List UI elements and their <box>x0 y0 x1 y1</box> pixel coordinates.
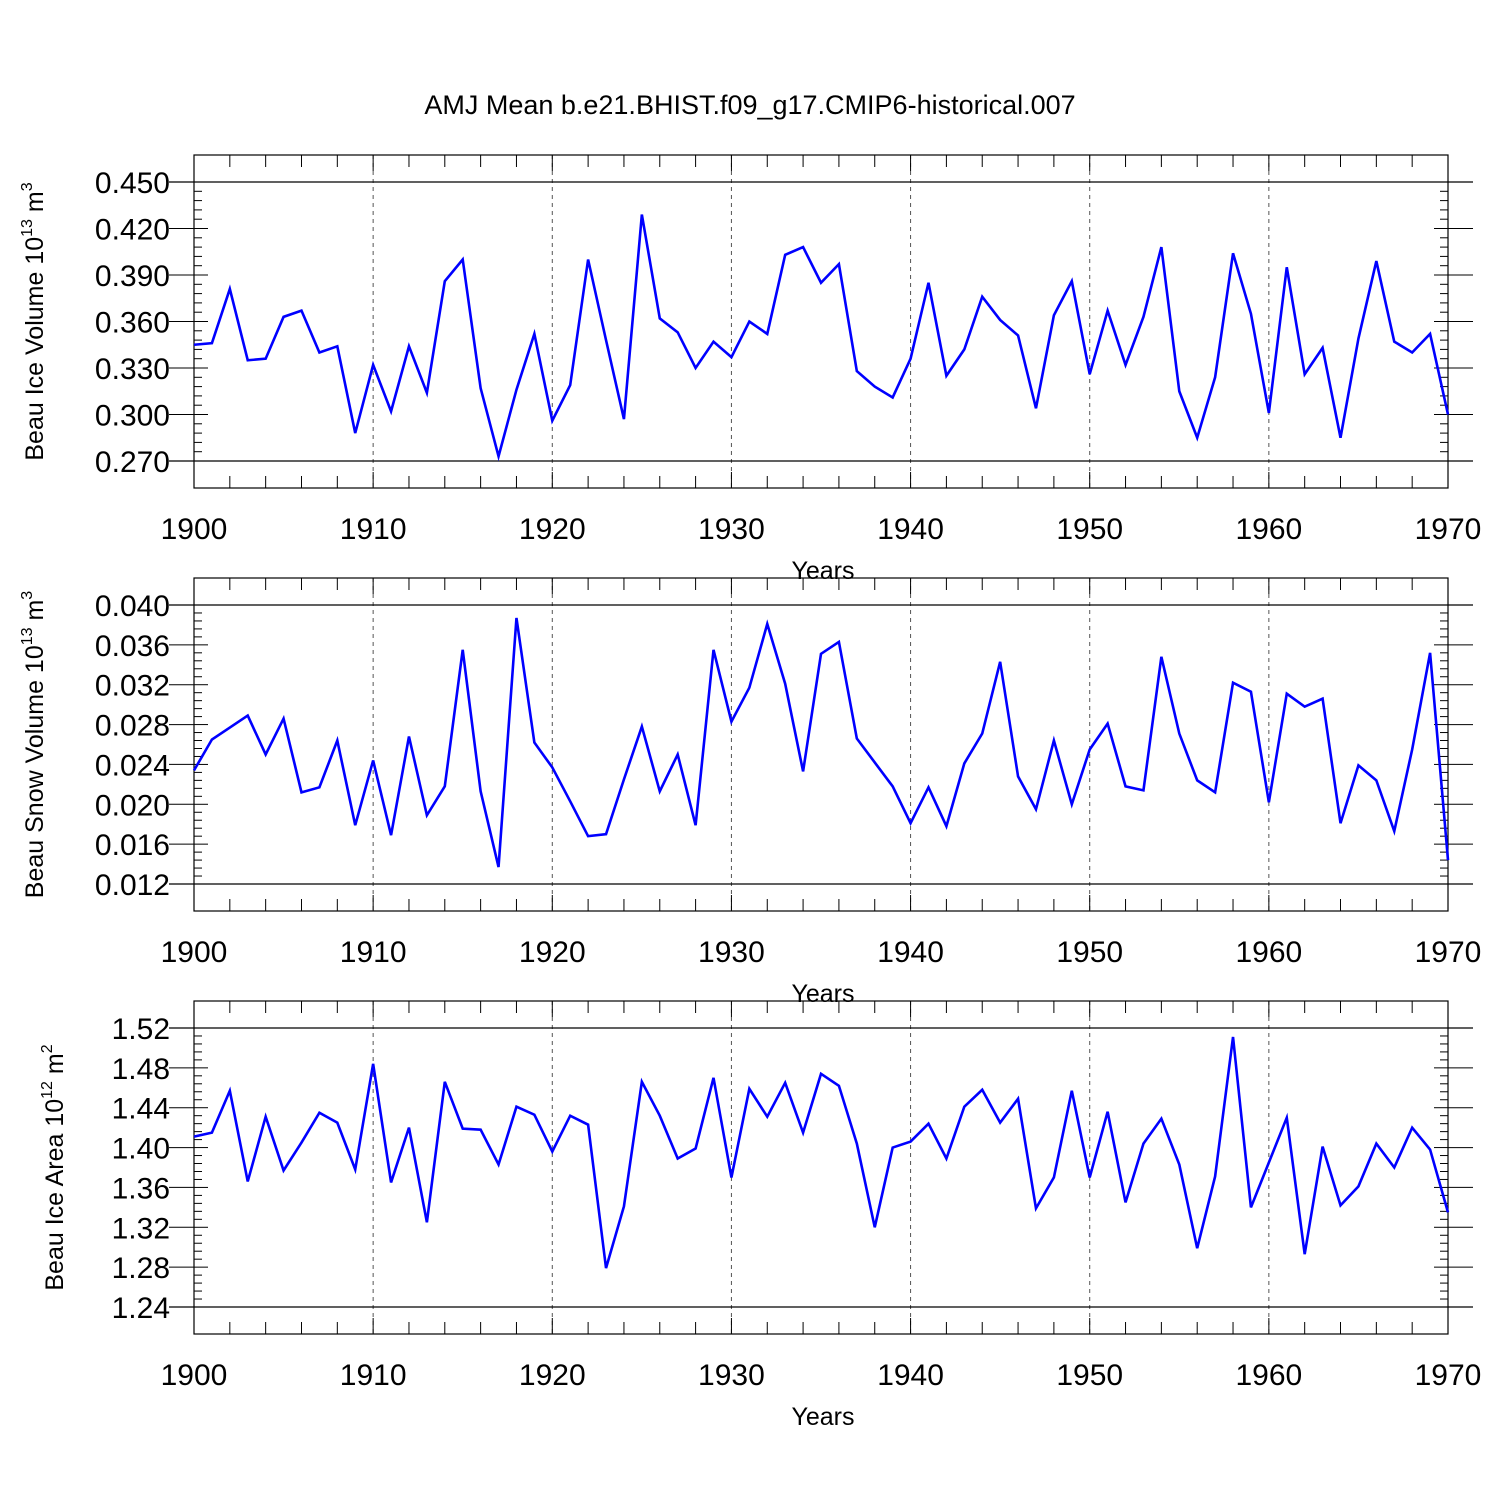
panel-2: 0.040 0.036 0.032 0.028 0.024 0.020 0.016 0.012… <box>19 577 1482 1008</box>
y-tick-label: 1.52 <box>112 1013 170 1046</box>
x-tick-label: 1960 <box>1235 936 1302 969</box>
plot-frame <box>193 154 1449 489</box>
y-tick-label: 0.032 <box>95 670 170 703</box>
y-tick-label: 0.028 <box>95 710 170 743</box>
x-axis-label: Years <box>791 1403 854 1431</box>
x-tick-label: 1920 <box>519 1359 586 1392</box>
x-tick-label: 1910 <box>340 936 407 969</box>
y-tick-label: 0.270 <box>95 446 170 479</box>
y-axis-label-unit: m <box>41 1053 69 1081</box>
x-tick-label: 1940 <box>877 936 944 969</box>
y-tick-label: 0.040 <box>95 590 170 623</box>
series-line <box>193 214 1450 462</box>
x-tick-label: 1940 <box>877 513 944 546</box>
y-axis-label-unit-exp: 3 <box>19 591 36 600</box>
y-tick-label: 1.40 <box>112 1133 170 1166</box>
y-tick-label: 0.390 <box>95 260 170 293</box>
x-tick-label: 1950 <box>1056 1359 1123 1392</box>
x-tick-label: 1970 <box>1415 936 1482 969</box>
plot-frame <box>193 577 1449 912</box>
y-axis-label-text: Beau Snow Volume 10 <box>21 645 49 898</box>
y-axis-label: Beau Snow Volume 1013 m3 <box>19 591 49 899</box>
x-tick-label: 1950 <box>1056 936 1123 969</box>
y-tick-label: 0.300 <box>95 400 170 433</box>
x-axis-label: Years <box>791 980 854 1008</box>
x-tick-label: 1970 <box>1415 1359 1482 1392</box>
y-tick-label: 1.36 <box>112 1172 170 1205</box>
y-tick-label: 0.024 <box>95 749 170 782</box>
y-axis-label-unit: m <box>21 600 49 628</box>
y-axis-label-exp: 12 <box>39 1081 56 1099</box>
y-axis-label-unit: m <box>21 191 49 219</box>
y-tick-label: 1.32 <box>112 1212 170 1245</box>
y-axis-label-text: Beau Ice Volume 10 <box>21 237 49 461</box>
x-tick-label: 1900 <box>161 1359 228 1392</box>
y-tick-label: 0.360 <box>95 307 170 340</box>
y-axis-label-exp: 13 <box>19 627 36 645</box>
x-tick-label: 1950 <box>1056 513 1123 546</box>
y-tick-label: 0.012 <box>95 869 170 902</box>
x-tick-label: 1920 <box>519 936 586 969</box>
x-tick-label: 1960 <box>1235 1359 1302 1392</box>
y-axis-label-text: Beau Ice Area 10 <box>41 1099 69 1291</box>
x-tick-label: 1920 <box>519 513 586 546</box>
panel-3: 1.52 1.48 1.44 1.40 1.36 1.32 1.28 1.24 1900 1910… <box>39 1000 1482 1431</box>
plot-frame <box>193 1000 1449 1335</box>
panel-1: 0.450 0.420 0.390 0.360 0.330 0.300 0.270 1900 1… <box>19 154 1482 585</box>
y-axis-label: Beau Ice Volume 1013 m3 <box>19 182 49 460</box>
x-axis-label: Years <box>791 557 854 585</box>
y-tick-label: 0.020 <box>95 789 170 822</box>
x-tick-label: 1930 <box>698 1359 765 1392</box>
x-tick-label: 1910 <box>340 513 407 546</box>
y-tick-label: 0.016 <box>95 829 170 862</box>
x-tick-label: 1900 <box>161 513 228 546</box>
y-tick-label: 1.48 <box>112 1053 170 1086</box>
y-tick-label: 0.330 <box>95 353 170 386</box>
series-line <box>193 1036 1450 1269</box>
y-tick-label: 0.450 <box>95 167 170 200</box>
y-axis-label-unit-exp: 2 <box>39 1044 56 1053</box>
x-tick-label: 1930 <box>698 936 765 969</box>
x-tick-label: 1940 <box>877 1359 944 1392</box>
y-axis-label-unit-exp: 3 <box>19 182 36 191</box>
figure-title: AMJ Mean b.e21.BHIST.f09_g17.CMIP6-histo… <box>424 90 1076 120</box>
y-tick-label: 1.28 <box>112 1252 170 1285</box>
x-tick-label: 1930 <box>698 513 765 546</box>
x-tick-label: 1970 <box>1415 513 1482 546</box>
x-tick-label: 1910 <box>340 1359 407 1392</box>
y-tick-label: 0.036 <box>95 630 170 663</box>
series-line <box>192 617 1450 868</box>
y-tick-label: 0.420 <box>95 214 170 247</box>
y-axis-label: Beau Ice Area 1012 m2 <box>39 1044 69 1290</box>
x-tick-label: 1900 <box>161 936 228 969</box>
y-tick-label: 1.44 <box>112 1093 170 1126</box>
x-tick-label: 1960 <box>1235 513 1302 546</box>
y-tick-label: 1.24 <box>112 1292 170 1325</box>
y-axis-label-exp: 13 <box>19 219 36 237</box>
